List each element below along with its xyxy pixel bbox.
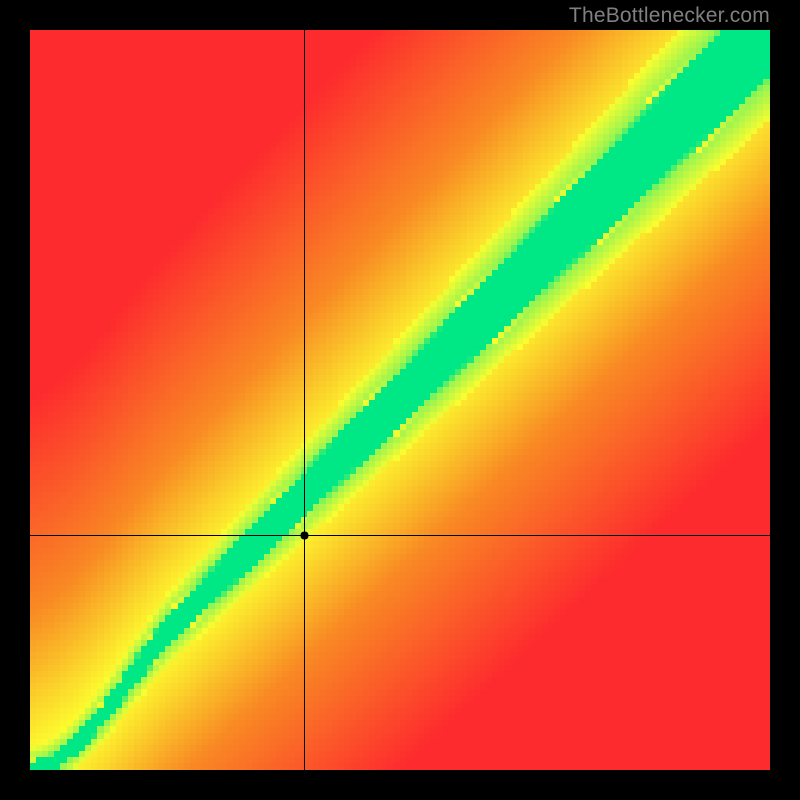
outer-frame: TheBottlenecker.com <box>0 0 800 800</box>
bottleneck-heatmap <box>30 30 770 770</box>
watermark-text: TheBottlenecker.com <box>569 4 770 28</box>
